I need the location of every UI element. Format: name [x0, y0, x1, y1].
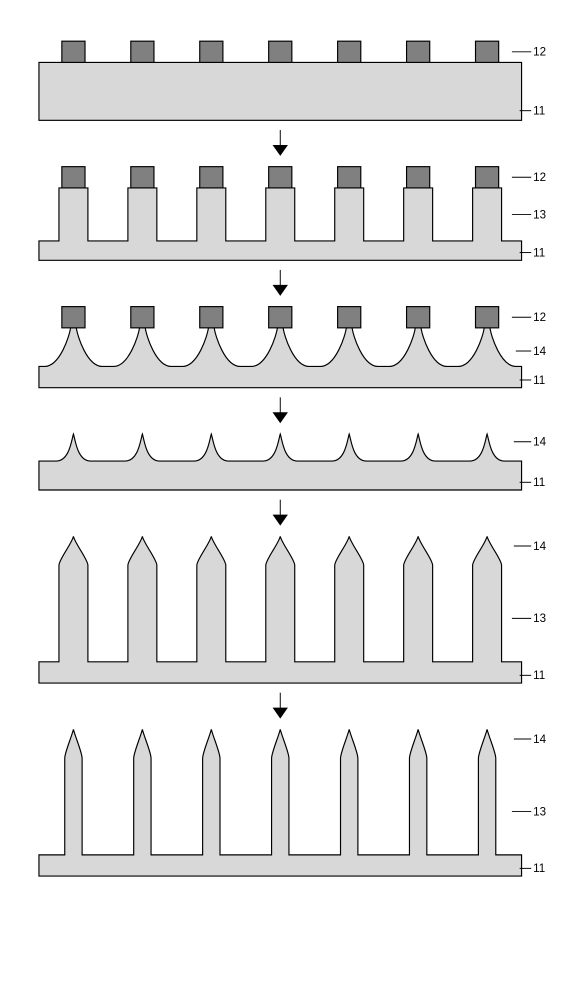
- mask: [269, 41, 292, 62]
- label-12: 12: [533, 172, 546, 184]
- step2: 12 13 11: [39, 167, 546, 261]
- mask: [269, 307, 292, 328]
- label-11: 11: [533, 863, 545, 875]
- mask: [476, 307, 499, 328]
- arrow-down: [274, 500, 288, 525]
- mask: [269, 167, 292, 188]
- label-14: 14: [533, 541, 546, 553]
- mask: [476, 167, 499, 188]
- substrate-tall-pillars: [39, 729, 522, 876]
- mask: [200, 167, 223, 188]
- label-14: 14: [533, 734, 546, 746]
- mask: [338, 307, 361, 328]
- mask: [476, 41, 499, 62]
- mask: [407, 41, 430, 62]
- label-14: 14: [533, 346, 546, 358]
- label-12: 12: [533, 312, 546, 324]
- substrate-pillars: [39, 188, 522, 260]
- step3: 12 14 11: [39, 307, 547, 388]
- substrate: [39, 62, 522, 120]
- mask: [131, 167, 154, 188]
- arrow-down: [274, 270, 288, 295]
- substrate-tall-pillars: [39, 536, 522, 683]
- mask: [338, 41, 361, 62]
- mask: [62, 41, 85, 62]
- label-11: 11: [533, 106, 545, 118]
- substrate-undercut: [39, 328, 522, 388]
- mask: [131, 307, 154, 328]
- step1: 12 11: [39, 41, 546, 120]
- step6: 14 13 11: [39, 729, 547, 876]
- substrate-cusps: [39, 434, 522, 490]
- label-12: 12: [533, 47, 546, 59]
- label-11: 11: [533, 670, 545, 682]
- mask: [131, 41, 154, 62]
- arrow-down: [274, 397, 288, 422]
- label-13: 13: [533, 613, 546, 625]
- mask: [407, 307, 430, 328]
- mask: [62, 167, 85, 188]
- label-11: 11: [533, 375, 545, 387]
- mask: [200, 307, 223, 328]
- label-14: 14: [533, 437, 546, 449]
- label-13: 13: [533, 209, 546, 221]
- label-13: 13: [533, 806, 546, 818]
- label-11: 11: [533, 247, 545, 259]
- arrow-down: [274, 693, 288, 718]
- mask: [338, 167, 361, 188]
- step5: 14 13 11: [39, 536, 547, 683]
- mask: [62, 307, 85, 328]
- mask: [407, 167, 430, 188]
- label-11: 11: [533, 477, 545, 489]
- arrow-down: [274, 130, 288, 155]
- step4: 14 11: [39, 434, 547, 490]
- mask: [200, 41, 223, 62]
